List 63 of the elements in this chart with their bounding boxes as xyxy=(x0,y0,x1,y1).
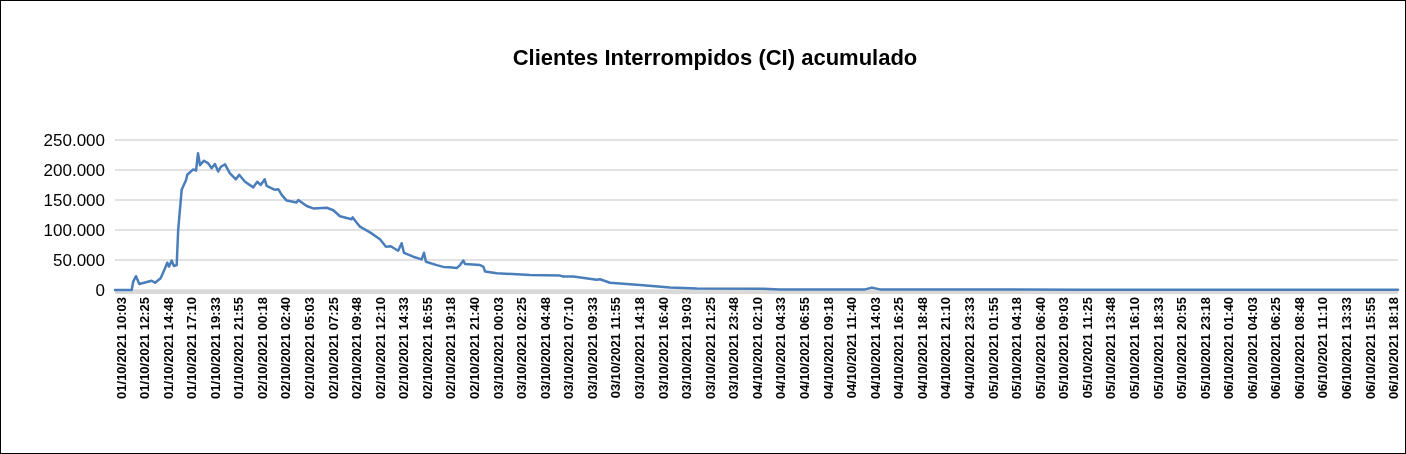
x-tick-label: 03/10/2021 07:10 xyxy=(561,297,577,399)
x-tick-label: 03/10/2021 19:03 xyxy=(679,297,695,399)
x-tick-label: 04/10/2021 09:18 xyxy=(820,297,836,399)
x-tick-label: 05/10/2021 20:55 xyxy=(1174,297,1190,399)
x-tick-label: 02/10/2021 19:18 xyxy=(443,297,459,399)
x-tick-label: 06/10/2021 04:03 xyxy=(1244,297,1260,399)
x-tick-label: 01/10/2021 10:03 xyxy=(113,297,129,399)
x-tick-label: 04/10/2021 18:48 xyxy=(914,297,930,399)
x-tick-label: 03/10/2021 14:18 xyxy=(632,297,648,399)
x-tick-label: 01/10/2021 12:25 xyxy=(136,297,152,399)
x-tick-label: 05/10/2021 16:10 xyxy=(1126,297,1142,399)
x-tick-label: 04/10/2021 23:33 xyxy=(962,297,977,399)
x-tick-label: 02/10/2021 02:40 xyxy=(278,297,294,399)
x-tick-label: 03/10/2021 04:48 xyxy=(537,297,553,399)
x-tick-label: 06/10/2021 08:48 xyxy=(1291,297,1307,399)
x-tick-label: 01/10/2021 14:48 xyxy=(160,297,176,399)
y-tick-label: 150.000 xyxy=(43,190,105,210)
x-tick-label: 04/10/2021 04:33 xyxy=(773,297,789,399)
x-tick-label: 02/10/2021 00:18 xyxy=(254,297,270,399)
x-tick-label: 05/10/2021 18:33 xyxy=(1150,297,1166,399)
y-tick-label: 250.000 xyxy=(43,130,105,150)
x-tick-label: 06/10/2021 13:33 xyxy=(1339,297,1355,399)
x-tick-label: 02/10/2021 16:55 xyxy=(419,297,435,399)
x-tick-label: 05/10/2021 09:03 xyxy=(1056,297,1072,399)
x-tick-label: 06/10/2021 15:55 xyxy=(1362,297,1378,399)
x-tick-label: 02/10/2021 07:25 xyxy=(325,297,341,399)
x-tick-label: 04/10/2021 14:03 xyxy=(867,297,883,399)
x-tick-label: 05/10/2021 11:25 xyxy=(1079,297,1095,399)
x-tick-label: 05/10/2021 06:40 xyxy=(1032,297,1048,399)
x-tick-label: 03/10/2021 16:40 xyxy=(655,297,671,399)
x-tick-label: 02/10/2021 14:33 xyxy=(396,297,412,399)
x-tick-label: 01/10/2021 17:10 xyxy=(184,297,200,399)
y-tick-label: 50.000 xyxy=(53,250,105,270)
x-tick-label: 04/10/2021 16:25 xyxy=(891,297,907,399)
y-tick-label: 0 xyxy=(95,280,105,300)
x-tick-label: 02/10/2021 12:10 xyxy=(372,297,388,399)
x-tick-label: 03/10/2021 23:48 xyxy=(726,297,742,399)
x-tick-label: 04/10/2021 11:40 xyxy=(844,297,860,399)
x-tick-label: 06/10/2021 11:10 xyxy=(1315,297,1331,399)
x-tick-label: 03/10/2021 02:25 xyxy=(514,297,530,399)
x-tick-label: 03/10/2021 11:55 xyxy=(608,297,624,399)
x-tick-label: 03/10/2021 21:25 xyxy=(702,297,718,399)
x-tick-label: 01/10/2021 19:33 xyxy=(207,297,223,399)
chart-title: Clientes Interrompidos (CI) acumulado xyxy=(512,45,918,70)
x-tick-label: 06/10/2021 18:18 xyxy=(1386,297,1402,399)
x-tick-label: 05/10/2021 01:55 xyxy=(985,297,1001,399)
line-series xyxy=(113,151,1400,292)
x-tick-label: 05/10/2021 04:18 xyxy=(1009,297,1025,399)
x-tick-label: 03/10/2021 00:03 xyxy=(490,297,506,399)
y-tick-label: 200.000 xyxy=(43,160,105,180)
x-tick-label: 03/10/2021 09:33 xyxy=(584,297,600,399)
x-tick-label: 04/10/2021 02:10 xyxy=(749,297,765,399)
y-tick-label: 100.000 xyxy=(43,220,105,240)
x-tick-label: 01/10/2021 21:55 xyxy=(231,297,247,399)
x-tick-label: 06/10/2021 06:25 xyxy=(1268,297,1284,399)
x-tick-label: 02/10/2021 05:03 xyxy=(302,297,318,399)
x-tick-label: 04/10/2021 06:55 xyxy=(796,297,812,399)
x-tick-label: 05/10/2021 13:48 xyxy=(1103,297,1119,399)
x-tick-label: 06/10/2021 01:40 xyxy=(1221,297,1237,399)
x-tick-label: 05/10/2021 23:18 xyxy=(1197,297,1213,399)
x-tick-label: 02/10/2021 21:40 xyxy=(466,297,482,399)
x-tick-label: 04/10/2021 21:10 xyxy=(938,297,954,399)
x-tick-label: 02/10/2021 09:48 xyxy=(349,297,365,399)
